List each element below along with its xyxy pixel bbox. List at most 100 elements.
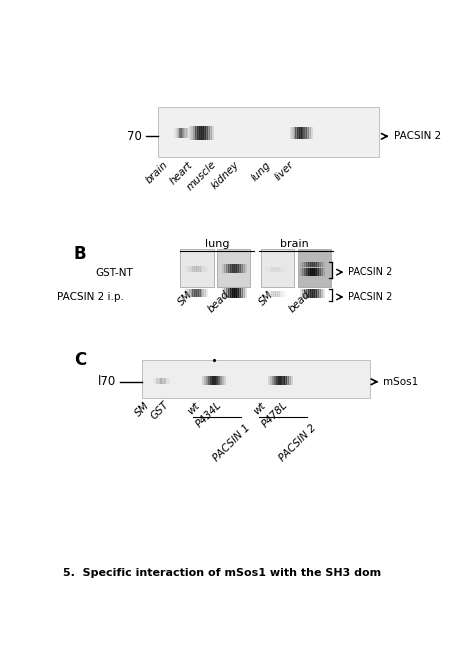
Bar bbox=[275, 266, 278, 272]
Bar bbox=[211, 126, 213, 140]
Bar bbox=[204, 376, 206, 385]
Bar bbox=[301, 127, 303, 139]
Bar bbox=[189, 289, 191, 297]
Bar bbox=[205, 289, 208, 297]
Bar bbox=[200, 289, 202, 297]
Text: liver: liver bbox=[273, 159, 296, 182]
Bar bbox=[157, 378, 159, 384]
Text: B: B bbox=[74, 245, 87, 264]
Bar bbox=[186, 128, 188, 138]
Bar bbox=[194, 266, 197, 272]
Text: brain: brain bbox=[144, 159, 169, 186]
Bar bbox=[181, 249, 213, 287]
Bar bbox=[236, 264, 238, 273]
Bar bbox=[191, 289, 193, 297]
Bar bbox=[284, 266, 287, 272]
Bar bbox=[302, 289, 305, 298]
Bar bbox=[318, 289, 321, 298]
Bar bbox=[175, 128, 177, 138]
Bar bbox=[264, 291, 267, 297]
Bar bbox=[273, 291, 276, 297]
Bar bbox=[299, 127, 301, 139]
Bar bbox=[312, 289, 315, 298]
Bar bbox=[320, 268, 323, 276]
Text: PACSIN 2: PACSIN 2 bbox=[348, 267, 393, 277]
Bar bbox=[272, 376, 274, 385]
Bar bbox=[244, 289, 246, 298]
Text: mSos1: mSos1 bbox=[383, 377, 419, 387]
Bar bbox=[185, 266, 188, 272]
Bar bbox=[154, 378, 155, 384]
Bar bbox=[270, 291, 272, 297]
Text: bead: bead bbox=[286, 289, 312, 315]
Text: PACSIN 2 i.p.: PACSIN 2 i.p. bbox=[57, 292, 124, 302]
Text: C: C bbox=[74, 352, 86, 369]
Bar bbox=[277, 266, 280, 272]
Text: P434L: P434L bbox=[194, 400, 224, 430]
Bar bbox=[318, 262, 321, 266]
Bar bbox=[160, 378, 162, 384]
Bar bbox=[232, 264, 235, 273]
Text: heart: heart bbox=[168, 159, 194, 186]
Bar bbox=[281, 266, 283, 272]
Bar bbox=[266, 266, 268, 272]
Bar bbox=[228, 289, 230, 298]
Text: brain: brain bbox=[280, 239, 309, 249]
Bar bbox=[308, 262, 311, 266]
Bar bbox=[318, 268, 321, 276]
Bar bbox=[279, 291, 282, 297]
Bar bbox=[306, 127, 309, 139]
Text: l70: l70 bbox=[98, 375, 116, 388]
Text: lung: lung bbox=[249, 159, 272, 183]
Bar bbox=[185, 289, 188, 297]
Bar bbox=[272, 291, 274, 297]
Bar bbox=[310, 127, 312, 139]
Bar bbox=[290, 376, 292, 385]
Bar bbox=[316, 262, 319, 266]
Bar bbox=[308, 268, 311, 276]
Bar bbox=[306, 268, 309, 276]
Bar bbox=[234, 289, 237, 298]
Bar bbox=[284, 376, 286, 385]
Bar bbox=[194, 289, 197, 297]
Bar bbox=[217, 249, 250, 287]
Bar bbox=[222, 264, 225, 273]
Text: bead: bead bbox=[206, 289, 231, 315]
Bar bbox=[320, 262, 323, 266]
Bar bbox=[189, 126, 191, 140]
Bar bbox=[155, 378, 156, 384]
Bar bbox=[238, 289, 241, 298]
Text: 70: 70 bbox=[127, 130, 142, 143]
Bar bbox=[192, 266, 195, 272]
Bar bbox=[203, 126, 206, 140]
Bar bbox=[226, 289, 228, 298]
Bar bbox=[264, 266, 267, 272]
Bar bbox=[197, 126, 200, 140]
Text: GST: GST bbox=[149, 400, 171, 422]
Text: PACSIN 2: PACSIN 2 bbox=[278, 422, 319, 463]
Bar bbox=[178, 128, 180, 138]
Bar bbox=[242, 264, 245, 273]
Bar bbox=[283, 266, 285, 272]
Bar bbox=[268, 376, 271, 385]
Bar bbox=[298, 249, 331, 287]
Bar bbox=[286, 376, 289, 385]
Bar bbox=[189, 266, 191, 272]
Bar bbox=[187, 289, 190, 297]
Bar bbox=[159, 378, 161, 384]
Bar bbox=[314, 268, 317, 276]
Bar bbox=[304, 289, 307, 298]
Bar bbox=[280, 376, 283, 385]
Bar bbox=[270, 376, 273, 385]
Bar bbox=[238, 264, 241, 273]
Bar bbox=[191, 266, 193, 272]
Bar bbox=[224, 289, 227, 298]
Bar bbox=[302, 268, 305, 276]
Bar bbox=[196, 266, 199, 272]
Bar bbox=[236, 289, 238, 298]
Bar bbox=[240, 289, 243, 298]
Bar bbox=[310, 289, 313, 298]
Bar bbox=[244, 264, 246, 273]
Bar bbox=[199, 126, 201, 140]
Bar bbox=[292, 127, 294, 139]
